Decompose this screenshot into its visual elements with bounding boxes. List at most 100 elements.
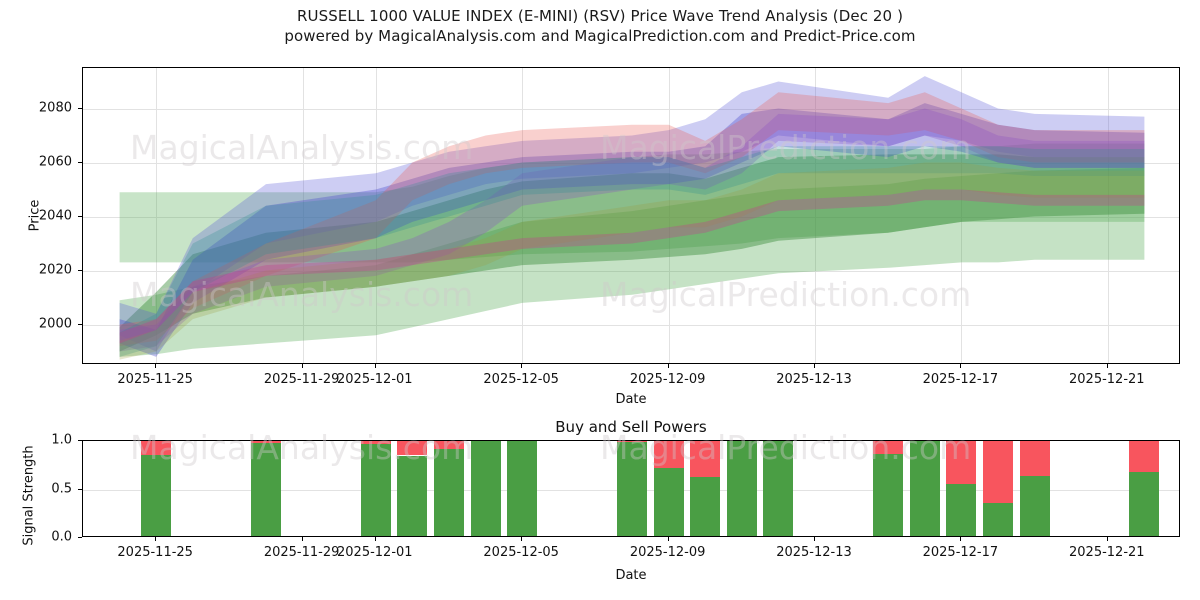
sell-power-segment [360,441,391,444]
signal-y-tick-label: 0.5 [51,481,72,496]
signal-bar[interactable] [946,441,977,536]
price-band-olive-band [119,162,1145,360]
signal-x-tick-label: 2025-12-17 [922,545,999,560]
price-y-axis-label: Price [27,199,43,232]
signal-bar[interactable] [873,441,904,536]
price-gridline-v [961,68,963,363]
buy-power-segment [653,468,684,536]
price-band-green-wide-band [119,143,1145,263]
signal-x-tickmark [960,537,962,541]
buy-power-segment [690,476,721,536]
price-y-tick-label: 2020 [38,262,72,277]
sell-power-segment [983,441,1013,504]
buy-power-segment [726,441,757,536]
signal-bar[interactable] [1019,441,1050,536]
signal-bar[interactable] [726,441,757,536]
buy-power-segment [434,448,464,536]
price-gridline-v [1107,68,1109,363]
price-gridline-h [83,270,1179,272]
price-x-tickmark [814,364,815,368]
signal-bar[interactable] [141,441,172,536]
price-gridline-v [375,68,377,363]
price-y-tick-label: 2000 [38,316,72,331]
signal-x-tick-label: 2025-12-01 [337,545,413,560]
sell-power-segment [251,441,281,443]
price-band-blue-band [119,76,1145,352]
buy-sell-powers-plot [82,440,1180,537]
signal-bar[interactable] [434,441,464,536]
signal-y-tickmark [78,440,82,441]
price-gridline-h [83,108,1179,110]
buy-power-segment [1019,475,1050,536]
price-band-layer [119,76,1145,360]
price-gridline-v [156,68,158,363]
price-x-tick-label: 2025-12-17 [922,372,999,387]
sell-power-segment [397,441,428,456]
price-y-tickmark [78,107,82,109]
price-x-tickmark [1106,364,1108,368]
price-x-tick-label: 2025-12-01 [337,372,413,387]
signal-y-axis-label: Signal Strength [21,445,37,546]
price-gridline-h [83,324,1179,326]
signal-y-tick-label: 1.0 [51,432,72,448]
price-gridline-v [302,68,304,363]
buy-power-segment [141,454,172,536]
price-y-tick-label: 2060 [38,154,72,169]
sell-power-segment [1019,441,1050,476]
price-y-tickmark [78,269,82,271]
price-band-purple-band [119,108,1145,352]
buy-power-segment [763,441,794,536]
signal-bar[interactable] [617,441,647,536]
signal-bar[interactable] [470,441,501,536]
sell-power-segment [946,441,977,484]
price-y-tick-label: 2040 [38,208,72,223]
buy-power-segment [397,455,428,536]
buy-power-segment [909,441,940,536]
price-y-tick-label: 2080 [38,100,72,115]
price-x-tick-label: 2025-12-13 [776,372,852,387]
price-band-blue-inner-band [119,103,1145,357]
signal-bar[interactable] [763,441,794,536]
buy-power-segment [360,443,391,536]
signal-bar[interactable] [507,441,538,536]
price-x-tick-label: 2025-12-09 [629,372,706,387]
signal-x-tickmark [301,537,303,541]
price-gridline-v [815,68,816,363]
signal-y-tickmark [78,537,82,538]
signal-bar[interactable] [1129,441,1160,536]
price-y-tickmark [78,215,82,217]
signal-y-tickmark [78,488,82,490]
signal-x-tickmark [667,537,669,541]
price-y-tickmark [78,323,82,325]
price-gridline-h [83,162,1179,164]
buy-power-segment [983,503,1013,536]
buy-power-segment [1129,471,1160,536]
price-gridline-v [668,68,670,363]
price-wave-plot [82,67,1180,364]
signal-plot-title: Buy and Sell Powers [555,418,707,436]
sell-power-segment [873,441,904,454]
signal-x-tickmark [814,537,815,541]
price-y-tickmark [78,161,82,163]
price-x-tick-label: 2025-11-29 [263,372,340,387]
sell-power-segment [434,441,464,449]
price-band-magenta-thin-band [119,189,1145,344]
signal-x-tick-label: 2025-11-25 [117,545,193,560]
price-x-tickmark [374,364,376,368]
signal-bar[interactable] [251,441,281,536]
page-title: RUSSELL 1000 VALUE INDEX (E-MINI) (RSV) … [296,7,904,25]
price-band-green-dark-band [119,154,1145,352]
signal-bar[interactable] [360,441,391,536]
sell-power-segment [617,441,647,442]
signal-bar[interactable] [909,441,940,536]
sell-power-segment [141,441,172,455]
price-x-tick-label: 2025-12-05 [483,372,559,387]
price-gridline-v [522,68,524,363]
signal-x-tickmark [521,537,523,541]
signal-bar[interactable] [397,441,428,536]
signal-bar[interactable] [653,441,684,536]
signal-bar[interactable] [690,441,721,536]
price-band-teal-band [119,146,1145,357]
signal-bar[interactable] [983,441,1013,536]
